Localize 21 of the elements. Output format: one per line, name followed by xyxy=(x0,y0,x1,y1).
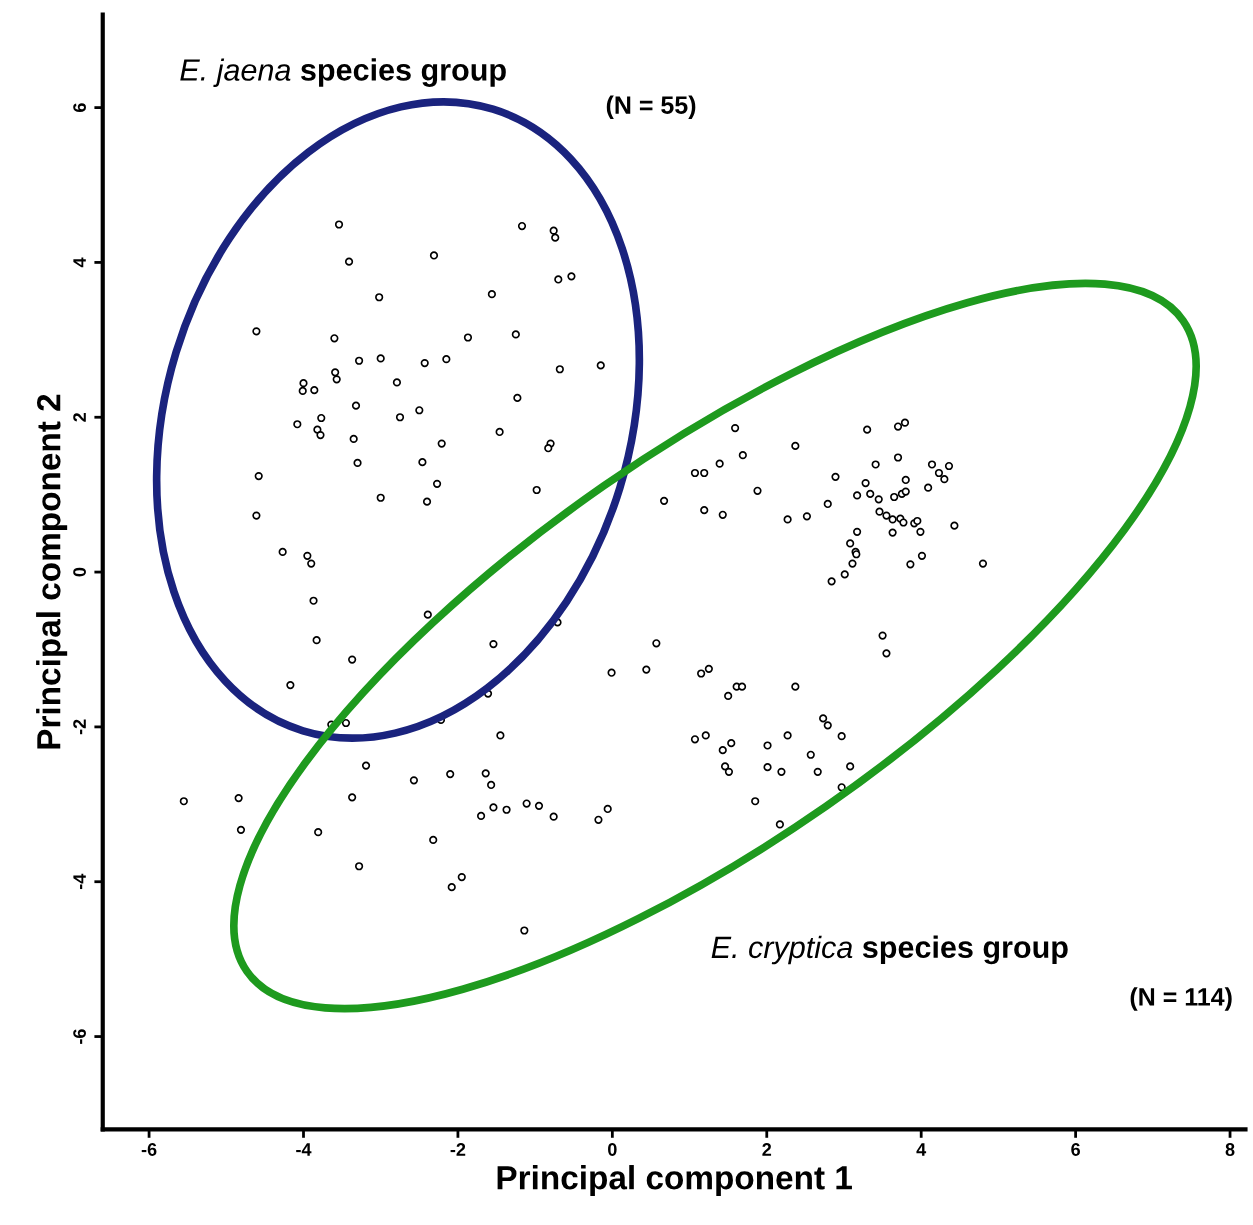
x-tick-label: 6 xyxy=(1071,1143,1080,1156)
x-tick-label: 0 xyxy=(608,1143,617,1156)
y-axis-title: Principal component 2 xyxy=(36,394,68,749)
y-tick-label: -2 xyxy=(73,719,86,735)
x-tick-label: -2 xyxy=(450,1143,466,1156)
annotation: E. cryptica species group xyxy=(711,935,1068,965)
y-tick-label: -6 xyxy=(73,1029,86,1044)
annotation: (N = 55) xyxy=(606,95,696,119)
x-tick-label: -4 xyxy=(296,1143,312,1156)
y-tick-label: 2 xyxy=(73,412,86,422)
y-tick-label: 0 xyxy=(73,567,86,577)
annotation: E. jaena species group xyxy=(180,58,506,87)
x-tick-label: 4 xyxy=(916,1143,927,1156)
y-tick-label: -4 xyxy=(73,873,86,890)
x-tick-label: -6 xyxy=(141,1143,157,1156)
y-tick-label: 6 xyxy=(73,103,86,112)
x-tick-label: 8 xyxy=(1225,1143,1235,1156)
x-axis-title: Principal component 1 xyxy=(497,1165,852,1197)
annotation: (N = 114) xyxy=(1130,987,1232,1011)
y-tick-label: 4 xyxy=(73,257,86,268)
x-tick-label: 2 xyxy=(762,1143,772,1156)
